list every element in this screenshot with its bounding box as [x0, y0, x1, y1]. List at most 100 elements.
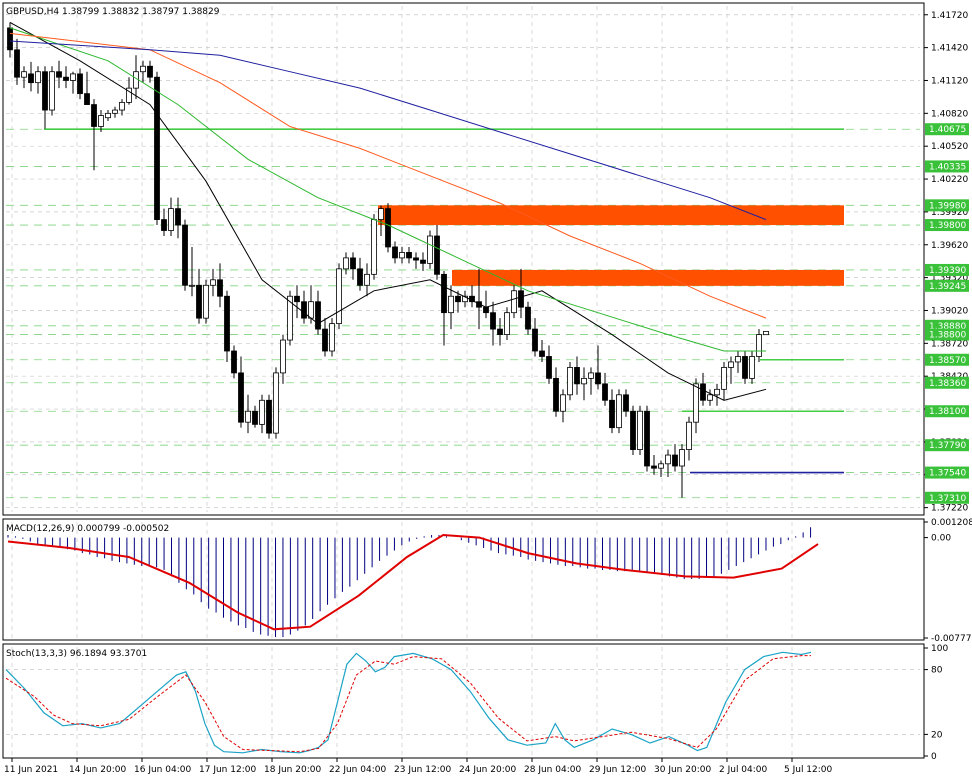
candle-body	[49, 71, 55, 111]
macd-signal-line	[7, 533, 819, 631]
candle-body	[287, 295, 293, 341]
candle-body	[490, 312, 496, 330]
time-tick-label: 14 Jun 20:00	[69, 765, 126, 775]
candle-body	[308, 301, 314, 319]
level-label: 1.37310	[929, 494, 966, 504]
level-label: 1.39245	[929, 282, 966, 292]
candle-body	[420, 259, 426, 264]
candle-body	[448, 295, 454, 314]
candle-body	[175, 208, 181, 226]
time-tick-label: 23 Jun 12:00	[394, 765, 451, 775]
level-label: 1.38800	[929, 331, 966, 341]
stoch-panel-frame	[2, 643, 925, 759]
level-label: 1.38100	[929, 407, 966, 417]
stoch-tick-label: 20	[931, 730, 943, 740]
candle-body	[714, 388, 720, 396]
candle-body	[553, 377, 559, 412]
candle-body	[350, 257, 356, 270]
candle-body	[238, 372, 244, 423]
candle-body	[196, 284, 202, 319]
candle-body	[665, 454, 671, 465]
candle-body	[595, 372, 601, 385]
price-tick-label: 1.39920	[931, 208, 968, 218]
level-label: 1.38570	[929, 356, 966, 366]
candle-body	[462, 295, 468, 303]
time-tick-label: 22 Jun 04:00	[329, 765, 386, 775]
candle-body	[455, 295, 461, 303]
candle-body	[651, 465, 657, 469]
candle-body	[7, 27, 13, 51]
macd-tick-label: 0.001208	[931, 518, 972, 528]
moving-average-line	[9, 32, 767, 319]
time-tick-label: 29 Jun 12:00	[589, 765, 646, 775]
level-label: 1.39980	[929, 201, 966, 211]
level-label: 1.37790	[929, 441, 966, 451]
candle-body	[252, 410, 258, 425]
macd-tick-label: -0.007772	[931, 634, 972, 644]
moving-average-line	[9, 27, 766, 352]
candle-body	[700, 383, 706, 401]
candle-body	[385, 208, 391, 248]
candle-body	[147, 65, 153, 78]
price-tick-label: 1.40220	[931, 175, 968, 185]
candle-body	[28, 73, 34, 84]
price-tick-label: 1.41420	[931, 44, 968, 54]
level-label-box	[925, 376, 969, 389]
candle-body	[112, 109, 118, 114]
candle-body	[371, 219, 377, 275]
candle-body	[623, 394, 629, 412]
candle-body	[735, 356, 741, 363]
candle-body	[70, 73, 76, 81]
candle-body	[42, 71, 48, 111]
moving-average-line	[9, 40, 767, 221]
macd-indicator: 0.001208 0.00 -0.007772	[7, 518, 972, 644]
candle-body	[672, 454, 678, 467]
candle-body	[203, 284, 209, 319]
candle-body	[364, 273, 370, 286]
candle-body	[749, 356, 755, 379]
stoch-tick-label: 0	[931, 752, 937, 762]
level-label-box	[925, 160, 969, 173]
candle-body	[616, 394, 622, 429]
time-tick-label: 18 Jun 20:00	[264, 765, 321, 775]
candle-body	[721, 367, 727, 390]
level-label: 1.39800	[929, 221, 966, 231]
candle-body	[497, 328, 503, 335]
candle-body	[602, 383, 608, 401]
candle-body	[336, 268, 342, 325]
candle-body	[567, 367, 573, 396]
candle-body	[168, 208, 174, 231]
candle-body	[399, 252, 405, 259]
time-tick-label: 30 Jun 20:00	[654, 765, 711, 775]
candle-body	[322, 328, 328, 352]
level-label-box	[925, 353, 969, 366]
level-label: 1.39390	[929, 266, 966, 276]
candle-body	[679, 449, 685, 467]
price-tick-label: 1.40820	[931, 109, 968, 119]
price-panel-frame	[2, 2, 925, 516]
candle-body	[161, 219, 167, 231]
candle-body	[77, 73, 83, 95]
candle-body	[581, 377, 587, 385]
time-tick-label: 16 Jun 04:00	[134, 765, 191, 775]
price-axis: 1.41720 1.41420 1.41120 1.40820 1.40520 1.402…	[924, 11, 969, 514]
price-tick-label: 1.41120	[931, 76, 968, 86]
candle-body	[91, 104, 97, 127]
candle-body	[686, 421, 692, 450]
candle-body	[301, 301, 307, 319]
level-label: 1.40675	[929, 125, 966, 135]
candle-body	[98, 115, 104, 127]
time-tick-label: 28 Jun 04:00	[524, 765, 581, 775]
stoch-tick-label: 80	[931, 666, 943, 676]
candle-body	[266, 399, 272, 434]
candle-body	[609, 399, 615, 429]
candle-body	[273, 372, 279, 434]
level-label-box	[925, 279, 969, 292]
candle-body	[742, 356, 748, 379]
candle-body	[217, 279, 223, 297]
level-label: 1.37540	[929, 469, 966, 479]
candle-body	[224, 295, 230, 352]
level-label-box	[925, 491, 969, 504]
candle-body	[574, 367, 580, 385]
